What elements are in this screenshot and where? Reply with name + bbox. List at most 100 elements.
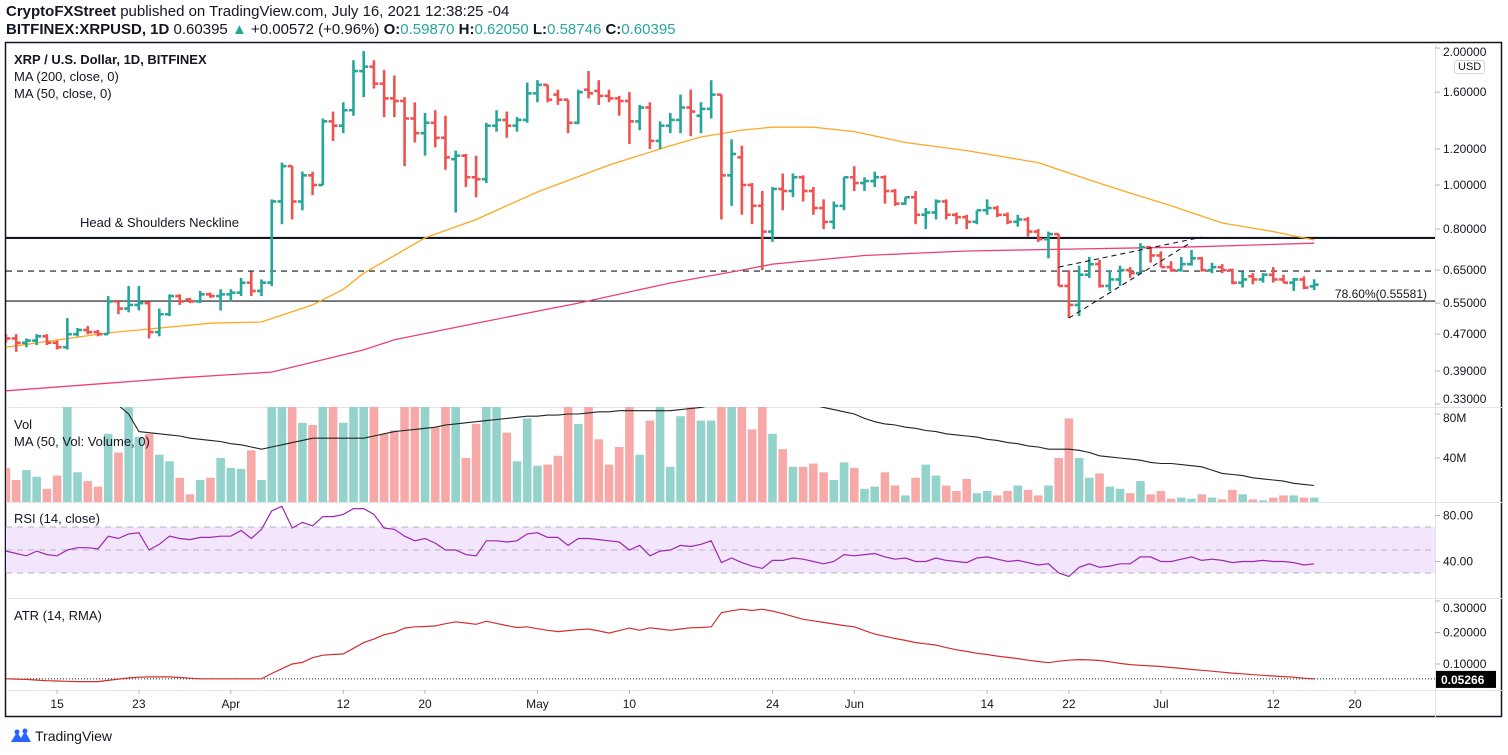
volume-bar [1146,494,1155,502]
ohlc-bar [573,89,583,125]
volume-bar [798,466,808,502]
volume-bar [420,407,430,502]
volume-bar [1044,485,1053,502]
volume-bar [1268,497,1278,502]
volume-bar [911,477,920,502]
volume-title[interactable]: Vol [14,417,33,432]
ohlc-bar [1268,267,1278,283]
volume-bar [349,407,358,502]
ohlc-bar [21,338,31,348]
series-title[interactable]: XRP / U.S. Dollar, 1D, BITFINEX [14,52,207,67]
volume-bar [144,433,154,502]
time-axis-label: Jun [845,697,864,711]
volume-bar [1156,491,1166,502]
ohlc-bar [440,115,450,170]
publisher-name[interactable]: CryptoFXStreet [6,3,117,20]
ohlc-bar [1135,243,1145,275]
volume-bar [400,407,409,502]
volume-bar [359,407,368,502]
volume-bar [338,422,348,502]
volume-bar [655,407,665,502]
volume-bar [1023,489,1033,502]
ma200-line [6,242,1315,392]
ohlc-bar [1176,256,1186,272]
atr-legend[interactable]: ATR (14, RMA) [14,608,102,623]
ohlc-bar [1074,265,1084,317]
ohlc-value: 0.58746 [547,21,602,38]
ohlc-bar [1033,229,1043,242]
atr-axis-label: 0.10000 [1443,657,1487,671]
volume-bar [962,478,971,502]
ohlc-bar [73,327,83,337]
ohlc-bar [165,294,175,317]
ohlc-bar [379,69,389,118]
volume-bar [972,493,982,502]
ohlc-bar [829,201,839,230]
volume-bar [727,407,736,502]
volume-bar [308,425,317,502]
ohlc-bar [410,102,420,143]
ohlc-bar [747,183,757,225]
volume-bar [1248,499,1258,502]
ohlc-bar [1258,273,1268,283]
volume-bar [635,454,644,502]
ohlc-bar [1166,261,1176,272]
volume-bar [1238,494,1247,502]
ohlc-bar [808,186,818,215]
volume-bar [298,422,307,502]
ohlc-bar [216,289,226,311]
tradingview-brand[interactable]: TradingView [35,728,113,744]
ohlc-bar [1125,267,1135,278]
ohlc-value: 0.62050 [474,21,529,38]
ohlc-high: H:0.62050 [459,21,529,38]
ohlc-bar [328,111,338,141]
ohlc-bar [778,173,788,211]
volume-bar [666,466,675,502]
ohlc-bar [42,334,52,345]
ohlc-bar [1309,279,1319,291]
volume-pane [6,407,1319,502]
volume-bar [747,429,757,502]
ohlc-bar [900,195,910,205]
time-axis-label: 10 [623,697,637,711]
volume-bar [1299,497,1309,502]
price-legend: XRP / U.S. Dollar, 1D, BITFINEX MA (200,… [14,51,207,102]
ohlc-bar [706,80,716,119]
ohlc-label: H: [458,21,475,38]
currency-badge[interactable]: USD [1454,60,1486,74]
ohlc-bar [1054,232,1064,288]
atr-pane [6,608,1435,683]
ohlc-bar [1013,214,1023,227]
price-axis-label: 1.60000 [1443,85,1487,99]
volume-bar [236,469,246,502]
chart-frame [4,41,1503,718]
ohlc-bar [880,175,890,204]
ohlc-bar [93,330,103,337]
ohlc-bar [83,325,93,335]
ohlc-bar [1289,277,1299,291]
time-axis-label: Jul [1153,697,1168,711]
price-axis-label: 1.00000 [1443,178,1487,192]
volume-bar [768,433,777,502]
volume-bar [1258,500,1268,502]
ohlc-bar [471,155,481,198]
volume-ma-legend[interactable]: MA (50, Vol: Volume, 0) [14,434,150,449]
ma200-legend[interactable]: MA (200, close, 0) [14,69,119,84]
volume-bar [155,454,164,502]
time-axis-label: 24 [766,697,780,711]
rsi-legend[interactable]: RSI (14, close) [14,511,100,526]
ohlc-bar [870,171,880,187]
ohlc-bar [614,95,624,116]
volume-bar [533,465,542,502]
published-text: published on TradingView.com, July 16, 2… [116,3,510,20]
volume-bar [696,420,706,502]
volume-bar [1003,491,1012,502]
volume-bar [563,407,573,502]
ohlc-bar [32,334,42,345]
volume-bar [839,462,849,502]
volume-bar [931,475,941,502]
ohlc-bar [451,150,461,213]
ma50-legend[interactable]: MA (50, close, 0) [14,86,112,101]
price-axis-label: 1.20000 [1443,142,1487,156]
